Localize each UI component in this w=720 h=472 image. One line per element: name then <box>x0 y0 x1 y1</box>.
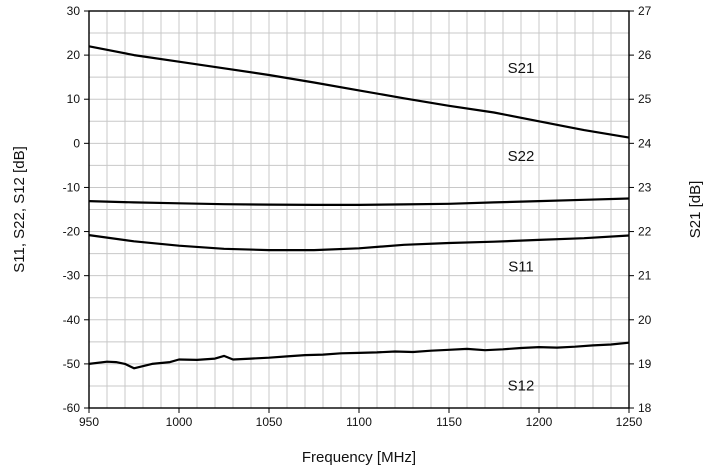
series-label-s22: S22 <box>508 148 535 165</box>
right-y-tick-label: 20 <box>638 313 652 327</box>
left-y-tick-label: -40 <box>63 313 81 327</box>
right-y-tick-label: 22 <box>638 225 652 239</box>
left-y-tick-label: -30 <box>63 269 81 283</box>
x-tick-label: 1250 <box>616 415 643 429</box>
right-y-tick-label: 19 <box>638 357 652 371</box>
right-y-axis-title: S21 [dB] <box>687 181 704 239</box>
grid-lines <box>89 11 629 408</box>
left-y-tick-label: 30 <box>67 4 81 18</box>
series-label-s11: S11 <box>508 258 534 275</box>
left-y-tick-label: 20 <box>67 48 81 62</box>
x-tick-label: 1150 <box>436 415 462 429</box>
series-line-s11 <box>88 234 630 252</box>
left-y-tick-label: -20 <box>63 225 81 239</box>
right-y-tick-label: 27 <box>638 4 652 18</box>
x-axis-title: Frequency [MHz] <box>302 449 416 466</box>
left-y-tick-label: 0 <box>73 136 80 150</box>
x-tick-label: 1100 <box>346 415 372 429</box>
right-y-tick-label: 23 <box>638 180 652 194</box>
right-y-tick-label: 21 <box>638 269 652 283</box>
series-labels: S21 S22 S11 S12 <box>508 60 535 395</box>
left-y-tick-label: -50 <box>63 357 81 371</box>
right-y-tick-label: 24 <box>638 136 652 150</box>
right-y-tick-label: 18 <box>638 401 652 415</box>
x-tick-label: 1000 <box>166 415 193 429</box>
x-tick-label: 1050 <box>256 415 283 429</box>
left-y-axis-title: S11, S22, S12 [dB] <box>11 146 28 272</box>
x-tick-label: 1200 <box>526 415 553 429</box>
left-y-tick-label: -10 <box>63 180 81 194</box>
x-tick-label: 950 <box>79 415 99 429</box>
series-lines <box>88 45 630 370</box>
series-label-s21: S21 <box>508 60 535 77</box>
series-label-s12: S12 <box>508 377 535 394</box>
right-y-tick-label: 25 <box>638 92 652 106</box>
left-y-tick-label: 10 <box>67 92 81 106</box>
axis-ticks: 950 1000 1050 1100 1150 1200 1250 -60 -50 -40 -30 -… <box>63 4 652 429</box>
right-y-tick-label: 26 <box>638 48 652 62</box>
series-line-s12 <box>88 341 630 370</box>
left-y-tick-label: -60 <box>63 401 81 415</box>
series-line-s21 <box>88 45 630 139</box>
series-line-s22 <box>88 197 630 206</box>
